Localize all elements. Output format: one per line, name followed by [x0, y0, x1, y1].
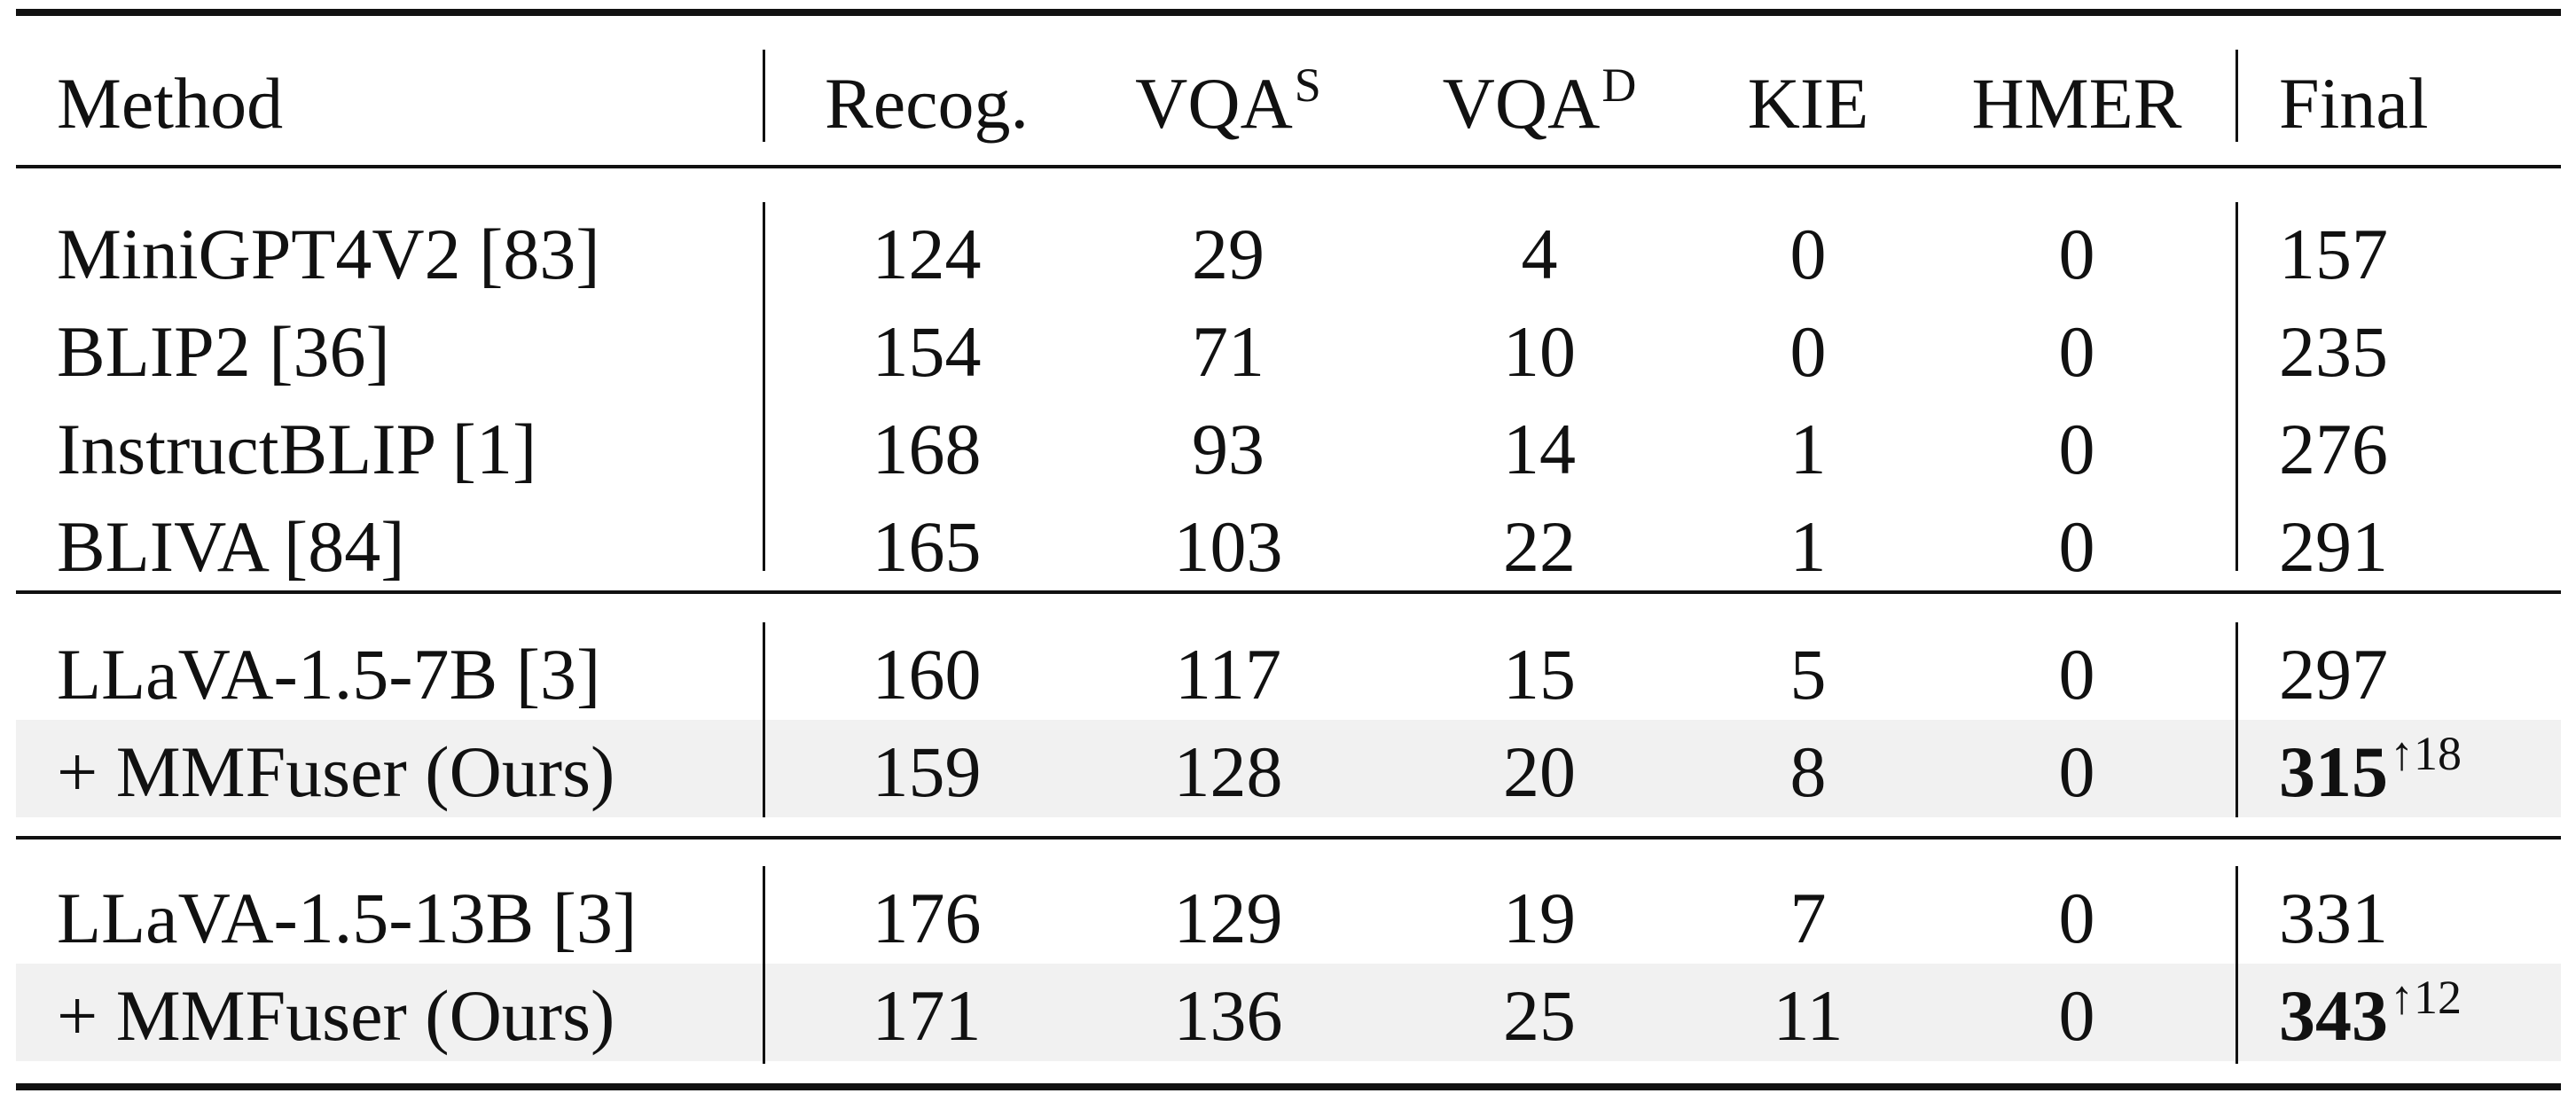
column-separator-1: [763, 622, 765, 817]
cell-vqa_d: 14: [1503, 409, 1576, 489]
cell-method: InstructBLIP [1]: [57, 409, 537, 489]
header-text: KIE: [1747, 63, 1869, 144]
column-header-method: Method: [57, 67, 283, 140]
final-score: 157: [2279, 214, 2388, 294]
cell-kie: 1: [1789, 409, 1827, 489]
cell-hmer: 0: [2058, 731, 2095, 812]
final-score: 276: [2279, 409, 2388, 489]
final-score: 315: [2279, 731, 2388, 812]
column-header-final: Final: [2279, 67, 2429, 140]
column-separator-1: [763, 202, 765, 571]
column-header-vqa_d: VQAD: [1443, 61, 1637, 140]
cell-final: 331: [2279, 882, 2388, 955]
top-rule: [16, 9, 2561, 16]
cell-vqa_d: 19: [1503, 878, 1576, 958]
cell-recog: 159: [872, 731, 982, 812]
cell-recog: 154: [872, 311, 982, 392]
column-separator-2: [2235, 622, 2238, 817]
group-rule-2: [16, 836, 2561, 840]
cell-final: 343↑12: [2279, 973, 2462, 1052]
group-rule-1: [16, 590, 2561, 594]
cell-recog: 171: [872, 975, 982, 1056]
cell-hmer: 0: [2058, 506, 2095, 587]
improvement-delta: ↑12: [2390, 971, 2462, 1024]
cell-hmer: 0: [2058, 311, 2095, 392]
final-score: 291: [2279, 506, 2388, 587]
column-header-recog: Recog.: [825, 67, 1029, 140]
column-separator-1: [763, 50, 765, 142]
cell-final: 291: [2279, 511, 2388, 583]
highlight-row-bg: [16, 720, 2561, 817]
cell-method: BLIVA [84]: [57, 506, 405, 587]
cell-final: 315↑18: [2279, 730, 2462, 808]
header-superscript: D: [1601, 59, 1637, 112]
column-header-kie: KIE: [1748, 67, 1869, 140]
cell-hmer: 0: [2058, 634, 2095, 715]
cell-vqa_d: 20: [1503, 731, 1576, 812]
cell-hmer: 0: [2058, 878, 2095, 958]
column-separator-2: [2235, 50, 2238, 142]
cell-hmer: 0: [2058, 409, 2095, 489]
cell-vqa_s: 29: [1192, 214, 1265, 294]
header-rule: [16, 165, 2561, 168]
cell-recog: 176: [872, 878, 982, 958]
cell-vqa_s: 71: [1192, 311, 1265, 392]
cell-vqa_s: 129: [1173, 878, 1283, 958]
column-separator-2: [2235, 866, 2238, 1064]
cell-recog: 124: [872, 214, 982, 294]
bottom-rule: [16, 1083, 2561, 1090]
cell-method: + MMFuser (Ours): [57, 975, 615, 1056]
cell-kie: 0: [1789, 311, 1827, 392]
cell-final: 276: [2279, 413, 2388, 486]
final-score: 331: [2279, 878, 2388, 958]
header-text: VQA: [1442, 63, 1601, 144]
header-text: Final: [2279, 63, 2429, 144]
final-score: 343: [2279, 975, 2388, 1056]
cell-vqa_s: 117: [1175, 634, 1281, 715]
header-text: VQA: [1135, 63, 1293, 144]
cell-method: BLIP2 [36]: [57, 311, 390, 392]
final-score: 235: [2279, 311, 2388, 392]
column-header-hmer: HMER: [1972, 67, 2182, 140]
column-separator-2: [2235, 202, 2238, 571]
cell-method: LLaVA-1.5-13B [3]: [57, 878, 638, 958]
cell-kie: 11: [1773, 975, 1844, 1056]
header-text: Recog.: [825, 63, 1029, 144]
cell-method: + MMFuser (Ours): [57, 731, 615, 812]
cell-method: MiniGPT4V2 [83]: [57, 214, 600, 294]
cell-vqa_d: 10: [1503, 311, 1576, 392]
cell-final: 235: [2279, 316, 2388, 388]
cell-kie: 7: [1789, 878, 1827, 958]
highlight-row-bg: [16, 964, 2561, 1061]
cell-recog: 168: [872, 409, 982, 489]
cell-kie: 0: [1789, 214, 1827, 294]
column-separator-1: [763, 866, 765, 1064]
cell-vqa_s: 103: [1173, 506, 1283, 587]
cell-final: 157: [2279, 218, 2388, 291]
cell-vqa_d: 15: [1503, 634, 1576, 715]
cell-recog: 165: [872, 506, 982, 587]
final-score: 297: [2279, 634, 2388, 715]
improvement-delta: ↑18: [2390, 727, 2462, 780]
cell-vqa_d: 4: [1521, 214, 1558, 294]
cell-vqa_s: 93: [1192, 409, 1265, 489]
cell-hmer: 0: [2058, 975, 2095, 1056]
cell-kie: 5: [1789, 634, 1827, 715]
cell-final: 297: [2279, 638, 2388, 711]
header-superscript: S: [1294, 59, 1321, 112]
header-text: HMER: [1971, 63, 2182, 144]
cell-recog: 160: [872, 634, 982, 715]
column-header-vqa_s: VQAS: [1135, 61, 1321, 140]
cell-hmer: 0: [2058, 214, 2095, 294]
cell-vqa_d: 22: [1503, 506, 1576, 587]
cell-vqa_s: 128: [1173, 731, 1283, 812]
header-text: Method: [57, 63, 284, 144]
cell-vqa_s: 136: [1173, 975, 1283, 1056]
cell-vqa_d: 25: [1503, 975, 1576, 1056]
cell-method: LLaVA-1.5-7B [3]: [57, 634, 601, 715]
cell-kie: 8: [1789, 731, 1827, 812]
cell-kie: 1: [1789, 506, 1827, 587]
